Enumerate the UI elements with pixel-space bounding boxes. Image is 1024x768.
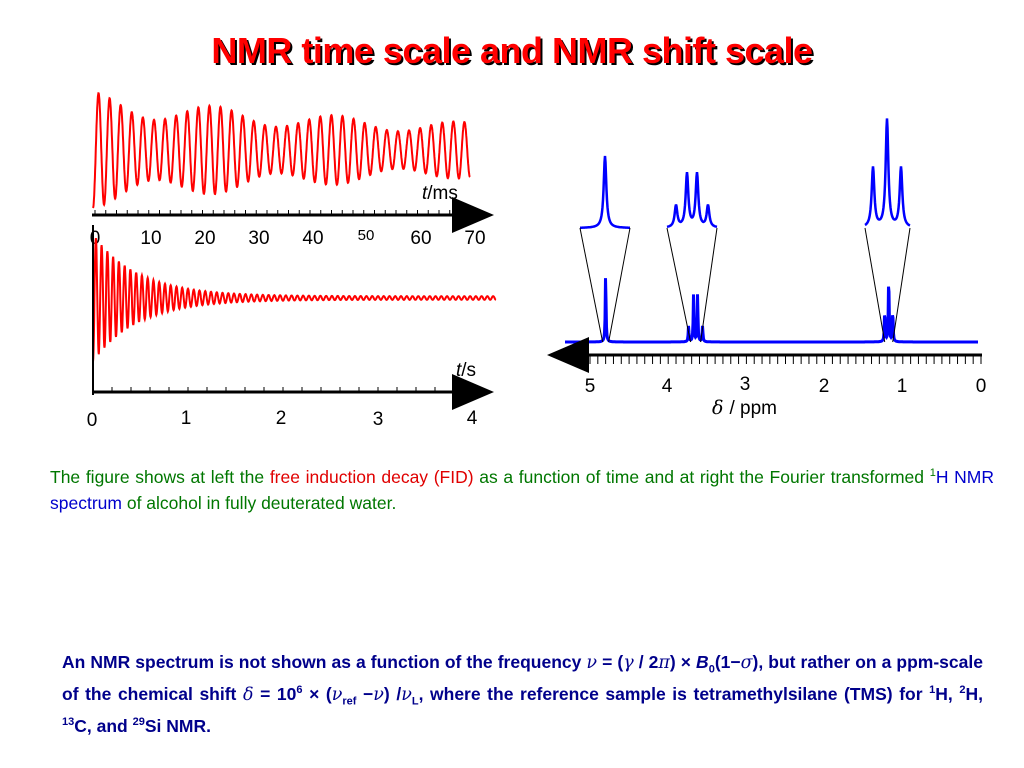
- fid-ms-tick-label: 70: [464, 228, 485, 249]
- spectrum-axis-label: δ / ppm: [712, 397, 777, 419]
- fid-ms-tick-marks: [94, 210, 483, 215]
- explanation-text: An NMR spectrum is not shown as a functi…: [62, 652, 983, 736]
- spectrum-tick-label: 4: [662, 376, 673, 397]
- fid-s-trace: [92, 237, 497, 362]
- spectrum-trace: [565, 278, 978, 344]
- fid-s-tick-label: 0: [87, 410, 98, 431]
- expanded-triplet: [864, 118, 911, 227]
- fid-ms-tick-label: 20: [194, 228, 215, 249]
- expansion-guide-lines: [579, 227, 911, 343]
- spectrum-tick-label: 3: [740, 374, 751, 395]
- fid-s-tick-label: 2: [276, 408, 287, 429]
- fid-ms-tick-label: 30: [248, 228, 269, 249]
- expanded-quartet: [666, 171, 718, 229]
- spectrum-tick-marks: [589, 355, 982, 364]
- fid-s-tick-marks: [92, 387, 474, 392]
- fid-ms-tick-label: 50: [358, 227, 375, 244]
- fid-s-tick-label: 4: [467, 408, 478, 429]
- figure-caption: The figure shows at left the free induct…: [50, 467, 994, 513]
- page-title: NMR time scale and NMR shift scale: [211, 30, 813, 71]
- fid-ms-tick-label: 60: [410, 228, 431, 249]
- spectrum-tick-label: 5: [585, 376, 596, 397]
- fid-ms-tick-label: 40: [302, 228, 323, 249]
- expanded-singlet: [580, 155, 630, 229]
- fid-s-tick-label: 1: [181, 408, 192, 429]
- spectrum-tick-label: 1: [897, 376, 908, 397]
- fid-ms-tick-label: 10: [140, 228, 161, 249]
- fid-s-tick-label: 3: [373, 409, 384, 430]
- fid-ms-axis-label: t/ms: [422, 183, 458, 204]
- fid-ms-trace: [92, 91, 471, 209]
- spectrum-tick-label: 0: [976, 376, 987, 397]
- fid-s-axis-label: t/s: [456, 360, 476, 381]
- spectrum-tick-label: 2: [819, 376, 830, 397]
